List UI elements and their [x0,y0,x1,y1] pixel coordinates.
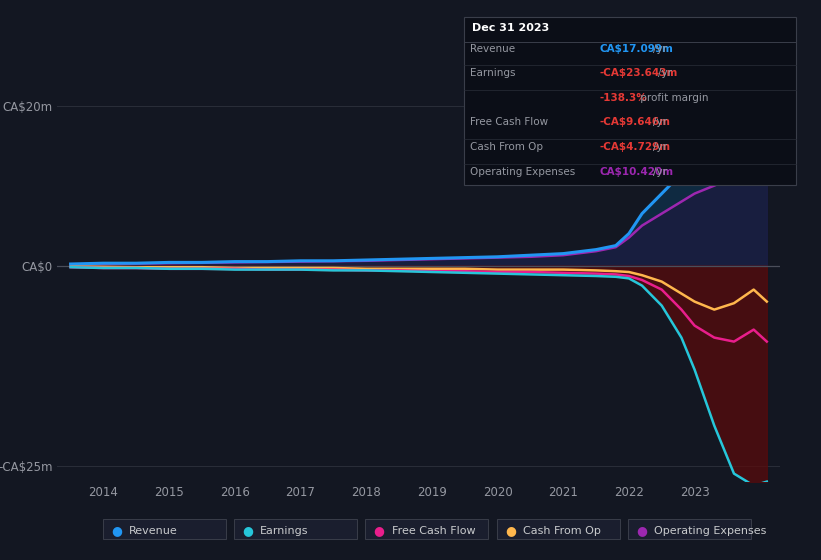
Text: Earnings: Earnings [260,526,309,536]
Text: /yr: /yr [653,118,667,128]
Text: /yr: /yr [658,68,672,78]
Text: CA$10.420m: CA$10.420m [599,167,673,177]
Text: ●: ● [111,524,122,538]
Text: Operating Expenses: Operating Expenses [654,526,767,536]
Text: -CA$23.643m: -CA$23.643m [599,68,677,78]
Text: /yr: /yr [653,142,667,152]
Text: ●: ● [505,524,516,538]
Text: -CA$4.729m: -CA$4.729m [599,142,671,152]
Text: Earnings: Earnings [470,68,516,78]
Text: Free Cash Flow: Free Cash Flow [470,118,548,128]
Text: Operating Expenses: Operating Expenses [470,167,576,177]
Text: CA$17.099m: CA$17.099m [599,44,673,54]
Text: /yr: /yr [653,44,667,54]
Text: Revenue: Revenue [470,44,516,54]
Text: ●: ● [242,524,253,538]
Text: /yr: /yr [653,167,667,177]
Text: ●: ● [374,524,384,538]
Text: -CA$9.646m: -CA$9.646m [599,118,670,128]
Text: Cash From Op: Cash From Op [470,142,544,152]
Text: Dec 31 2023: Dec 31 2023 [472,23,549,33]
Text: Cash From Op: Cash From Op [523,526,601,536]
Text: ●: ● [636,524,647,538]
Text: Free Cash Flow: Free Cash Flow [392,526,475,536]
Text: -138.3%: -138.3% [599,93,647,103]
Text: Revenue: Revenue [129,526,177,536]
Text: profit margin: profit margin [637,93,709,103]
